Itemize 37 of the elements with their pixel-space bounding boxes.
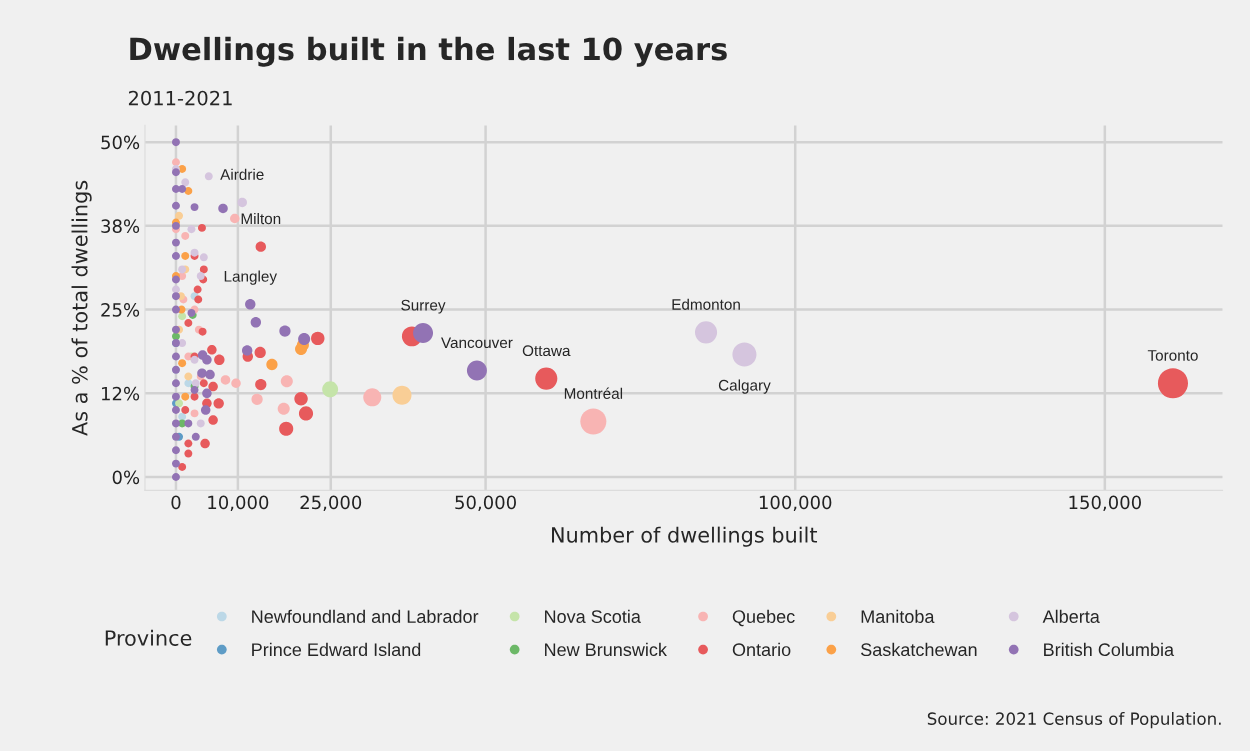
annotation: Langley: [224, 270, 277, 285]
annotation: Ottawa: [522, 345, 571, 357]
x-tick-label: 0: [171, 495, 181, 510]
annotation: Milton: [241, 212, 281, 225]
y-axis-title: As a % of total dwellings: [71, 180, 92, 436]
annotation: Calgary: [718, 379, 771, 394]
y-tick-label: 12%: [101, 386, 140, 401]
y-tick-label: 0%: [112, 470, 140, 485]
y-tick-label: 25%: [101, 303, 140, 317]
annotation: Edmonton: [672, 298, 740, 310]
legend-label: Ontario: [732, 642, 791, 657]
legend-label: Newfoundland and Labrador: [252, 609, 479, 623]
x-tick-label: 100,000: [759, 495, 832, 512]
annotation: Montréal: [564, 387, 623, 399]
annotation: Surrey: [401, 299, 446, 314]
x-axis-title: Number of dwellings built: [552, 526, 818, 547]
x-tick-label: 25,000: [300, 495, 362, 512]
y-tick-label: 38%: [101, 219, 140, 233]
x-tick-label: 10,000: [208, 495, 269, 512]
legend-label: Quebec: [732, 609, 795, 627]
chart-title: Dwellings built in the last 10 years: [130, 36, 727, 67]
annotation: Airdrie: [220, 168, 264, 180]
chart-subtitle: 2011-2021: [128, 90, 232, 106]
legend-label: Manitoba: [861, 609, 935, 623]
annotation: Vancouver: [441, 337, 513, 349]
legend-title: Province: [105, 629, 192, 646]
x-tick-label: 50,000: [455, 495, 516, 512]
legend-label: New Brunswick: [545, 642, 667, 657]
legend-label: Saskatchewan: [861, 642, 977, 657]
legend-label: British Columbia: [1044, 642, 1175, 657]
source-note: Source: 2021 Census of Population.: [927, 712, 1221, 729]
annotation: Toronto: [1147, 350, 1198, 361]
x-tick-label: 150,000: [1069, 495, 1141, 512]
legend-label: Prince Edward Island: [252, 642, 421, 657]
legend-label: Nova Scotia: [545, 609, 641, 623]
y-tick-label: 50%: [101, 135, 140, 150]
legend-label: Alberta: [1042, 609, 1100, 623]
